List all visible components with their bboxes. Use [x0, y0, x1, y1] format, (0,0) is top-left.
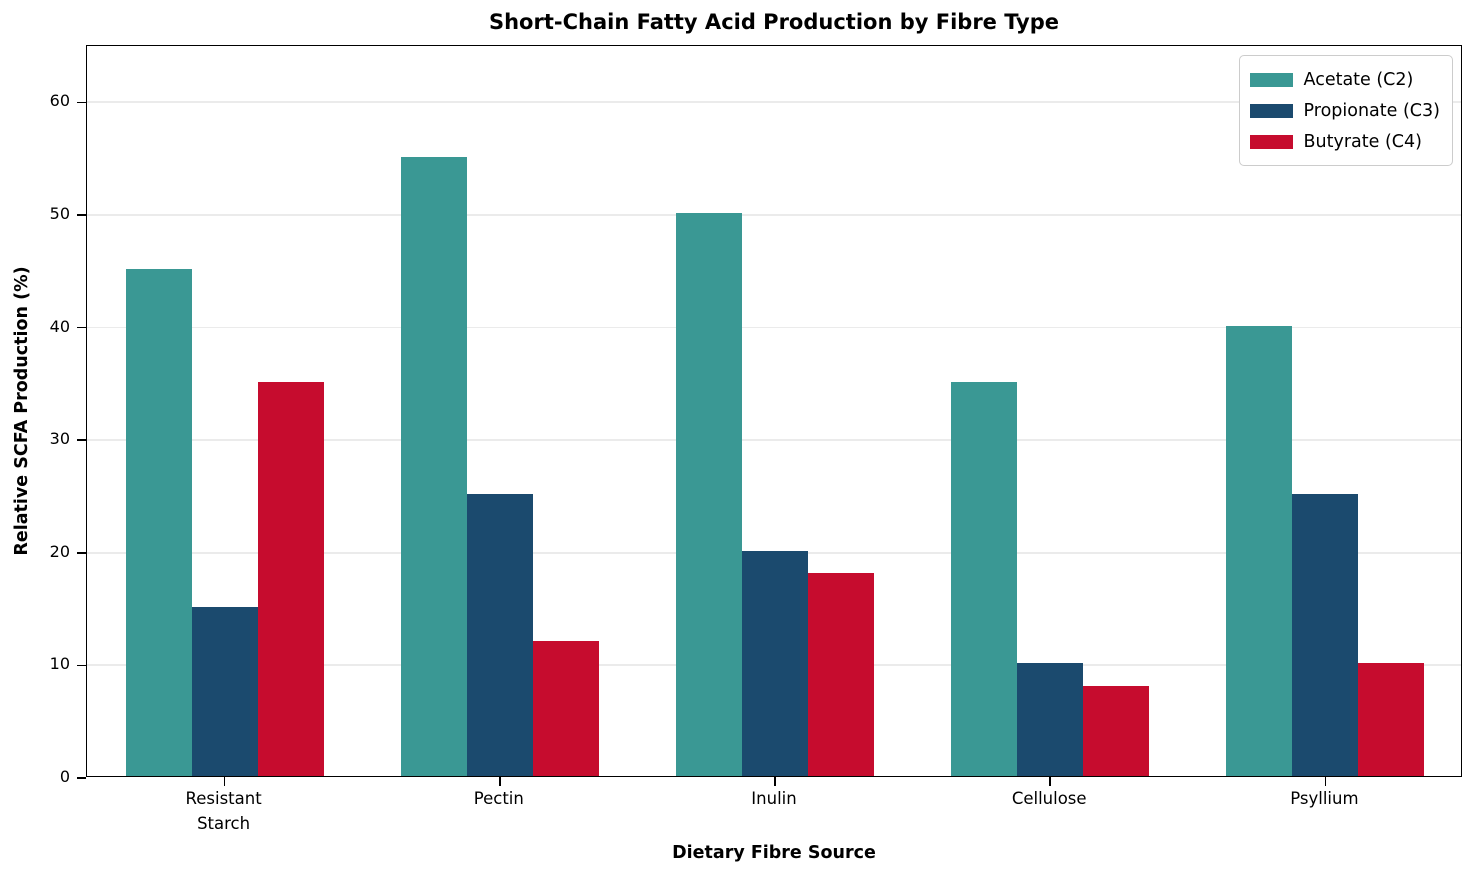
gridline [87, 439, 1461, 442]
bar [1083, 685, 1150, 776]
y-tick-mark [77, 101, 86, 104]
bar [125, 269, 192, 776]
y-tick-mark [77, 214, 86, 216]
x-tick-mark [1324, 777, 1327, 786]
gridline [87, 101, 1461, 104]
legend: Acetate (C2) Propionate (C3) Butyrate (C4) [1238, 55, 1453, 166]
y-tick-label: 60 [49, 91, 70, 111]
y-tick-mark [77, 439, 86, 441]
x-tick-label: Cellulose [1011, 789, 1087, 808]
x-tick-mark [223, 777, 226, 786]
bar [257, 381, 324, 776]
legend-swatch [1249, 72, 1293, 87]
bar [1226, 325, 1293, 776]
y-tick-label: 50 [49, 203, 70, 223]
x-axis-label: Dietary Fibre Source [672, 843, 876, 863]
x-tick-label: Resistant Starch [185, 789, 262, 833]
legend-label: Propionate (C3) [1303, 100, 1440, 121]
gridline [87, 326, 1461, 329]
bar [466, 494, 533, 776]
x-tick-label: Inulin [751, 789, 797, 808]
y-tick-label: 10 [49, 654, 70, 674]
bar [1358, 663, 1425, 776]
y-tick-mark [77, 326, 86, 329]
y-tick-label: 30 [49, 429, 70, 449]
legend-label: Acetate (C2) [1303, 69, 1414, 90]
bar [1017, 663, 1084, 776]
legend-item: Acetate (C2) [1249, 64, 1440, 95]
y-tick-label: 20 [49, 541, 70, 561]
bar [742, 550, 808, 776]
x-tick-mark [499, 777, 501, 786]
legend-item: Propionate (C3) [1249, 95, 1440, 126]
y-tick-mark [77, 551, 86, 554]
bar [951, 381, 1018, 776]
y-tick-label: 40 [49, 316, 70, 336]
legend-swatch [1249, 103, 1293, 118]
chart-title: Short-Chain Fatty Acid Production by Fib… [488, 10, 1060, 34]
bar [1292, 494, 1359, 776]
y-tick-label: 0 [59, 767, 70, 786]
bar [532, 640, 599, 776]
x-tick-mark [774, 777, 776, 786]
y-tick-mark [77, 777, 86, 779]
x-tick-mark [1049, 777, 1051, 786]
x-tick-label: Pectin [473, 789, 524, 808]
y-axis-label: Relative SCFA Production (%) [12, 266, 32, 556]
bar [191, 607, 258, 776]
bar [676, 212, 742, 776]
legend-swatch [1249, 134, 1293, 149]
gridline [87, 214, 1461, 216]
bar [400, 156, 467, 776]
y-tick-mark [77, 664, 86, 667]
plot-area: Acetate (C2) Propionate (C3) Butyrate (C4) [77, 45, 1462, 786]
x-tick-label: Psyllium [1290, 789, 1359, 808]
bar [808, 573, 874, 776]
legend-label: Butyrate (C4) [1303, 131, 1422, 152]
legend-item: Butyrate (C4) [1249, 126, 1440, 157]
